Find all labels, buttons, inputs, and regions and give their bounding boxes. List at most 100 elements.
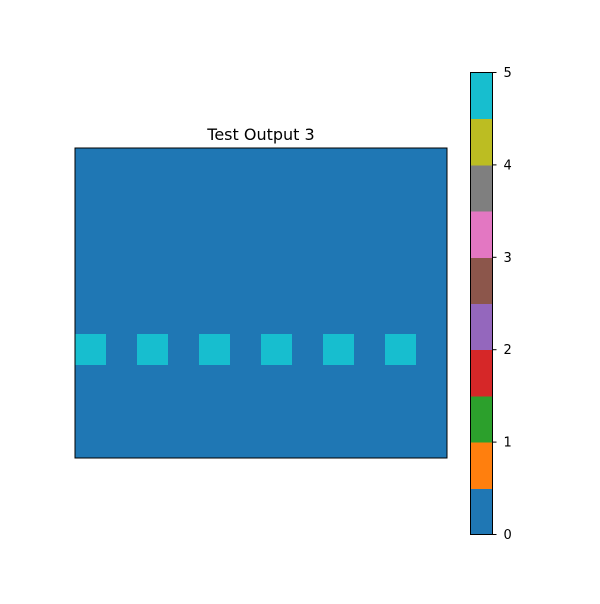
heatmap-frame: [74, 147, 448, 459]
heatmap-cell: [199, 303, 231, 335]
heatmap-cell: [354, 396, 386, 428]
colorbar-segment: [470, 442, 493, 489]
heatmap-cell: [385, 334, 417, 366]
heatmap-cell: [230, 179, 262, 211]
heatmap-cell: [75, 334, 107, 366]
heatmap-cell: [199, 148, 231, 180]
heatmap-cell: [416, 241, 448, 273]
heatmap-cell: [292, 210, 324, 242]
heatmap-cell: [292, 179, 324, 211]
heatmap-cell: [199, 241, 231, 273]
heatmap-cell: [261, 334, 293, 366]
heatmap-cell: [137, 179, 169, 211]
heatmap-cell: [106, 427, 138, 459]
heatmap-cell: [106, 179, 138, 211]
heatmap-cell: [199, 210, 231, 242]
heatmap-cell: [75, 148, 107, 180]
colorbar-segment: [470, 303, 493, 351]
heatmap-cell: [137, 396, 169, 428]
chart-title: Test Output 3: [206, 125, 314, 144]
heatmap-cell: [199, 365, 231, 397]
heatmap-cell: [199, 272, 231, 304]
heatmap-cell: [354, 179, 386, 211]
heatmap-cell: [292, 334, 324, 366]
heatmap-cell: [75, 241, 107, 273]
heatmap-cell: [354, 365, 386, 397]
heatmap-cell: [323, 148, 355, 180]
heatmap-cell: [385, 272, 417, 304]
heatmap-cell: [354, 210, 386, 242]
heatmap-cell: [106, 334, 138, 366]
colorbar-segment: [470, 349, 493, 397]
heatmap-cell: [106, 396, 138, 428]
colorbar-tick-label: 0: [504, 528, 512, 543]
heatmap-cell: [168, 334, 200, 366]
heatmap-cell: [168, 179, 200, 211]
heatmap-cell: [261, 303, 293, 335]
heatmap-cell: [75, 179, 107, 211]
heatmap-cell: [106, 272, 138, 304]
heatmap-cell: [261, 148, 293, 180]
colorbar-ticks: 0 1 2 3 4 5: [492, 66, 512, 543]
heatmap-cell: [230, 334, 262, 366]
heatmap-cell: [168, 241, 200, 273]
heatmap-cell: [385, 303, 417, 335]
heatmap-cell: [354, 148, 386, 180]
heatmap-cell: [106, 365, 138, 397]
heatmap-cell: [261, 365, 293, 397]
heatmap-cell: [168, 365, 200, 397]
heatmap-cell: [354, 334, 386, 366]
heatmap-cell: [199, 396, 231, 428]
heatmap-cell: [416, 427, 448, 459]
heatmap-cell: [416, 365, 448, 397]
heatmap-cell: [230, 272, 262, 304]
heatmap-cell: [292, 427, 324, 459]
heatmap-cell: [230, 427, 262, 459]
heatmap-cell: [385, 210, 417, 242]
heatmap-cell: [416, 272, 448, 304]
heatmap-cell: [137, 427, 169, 459]
heatmap-cell: [292, 241, 324, 273]
colorbar-tick-label: 1: [504, 436, 512, 451]
heatmap-cell: [261, 241, 293, 273]
heatmap-cell: [137, 148, 169, 180]
colorbar-segment: [470, 257, 493, 304]
heatmap-cell: [323, 272, 355, 304]
heatmap-cell: [292, 303, 324, 335]
heatmap-cell: [137, 210, 169, 242]
heatmap-cell: [106, 303, 138, 335]
colorbar-tick-label: 2: [504, 343, 512, 358]
heatmap-cell: [354, 241, 386, 273]
heatmap-cell: [230, 365, 262, 397]
heatmap-cell: [416, 334, 448, 366]
heatmap-cell: [261, 396, 293, 428]
heatmap-cell: [385, 148, 417, 180]
heatmap-cell: [75, 272, 107, 304]
heatmap-cell: [385, 179, 417, 211]
heatmap-cell: [75, 396, 107, 428]
colorbar-segment: [470, 211, 493, 258]
heatmap-cell: [168, 210, 200, 242]
heatmap-cell: [137, 272, 169, 304]
colorbar-segment: [470, 118, 493, 166]
heatmap-cell: [230, 148, 262, 180]
heatmap-cell: [168, 303, 200, 335]
colorbar-segment: [470, 72, 493, 120]
heatmap-cell: [385, 241, 417, 273]
heatmap-cell: [261, 179, 293, 211]
heatmap-cell: [292, 396, 324, 428]
heatmap-cell: [323, 179, 355, 211]
colorbar: [470, 72, 493, 535]
heatmap-cell: [230, 396, 262, 428]
heatmap-cell: [75, 365, 107, 397]
colorbar-frame: [470, 72, 493, 535]
heatmap-cell: [230, 210, 262, 242]
heatmap-cell: [199, 427, 231, 459]
colorbar-tick-label: 4: [504, 158, 512, 173]
heatmap-cell: [385, 427, 417, 459]
heatmap-cell: [75, 303, 107, 335]
heatmap-cell: [168, 148, 200, 180]
heatmap-cell: [106, 148, 138, 180]
heatmap-cell: [416, 148, 448, 180]
